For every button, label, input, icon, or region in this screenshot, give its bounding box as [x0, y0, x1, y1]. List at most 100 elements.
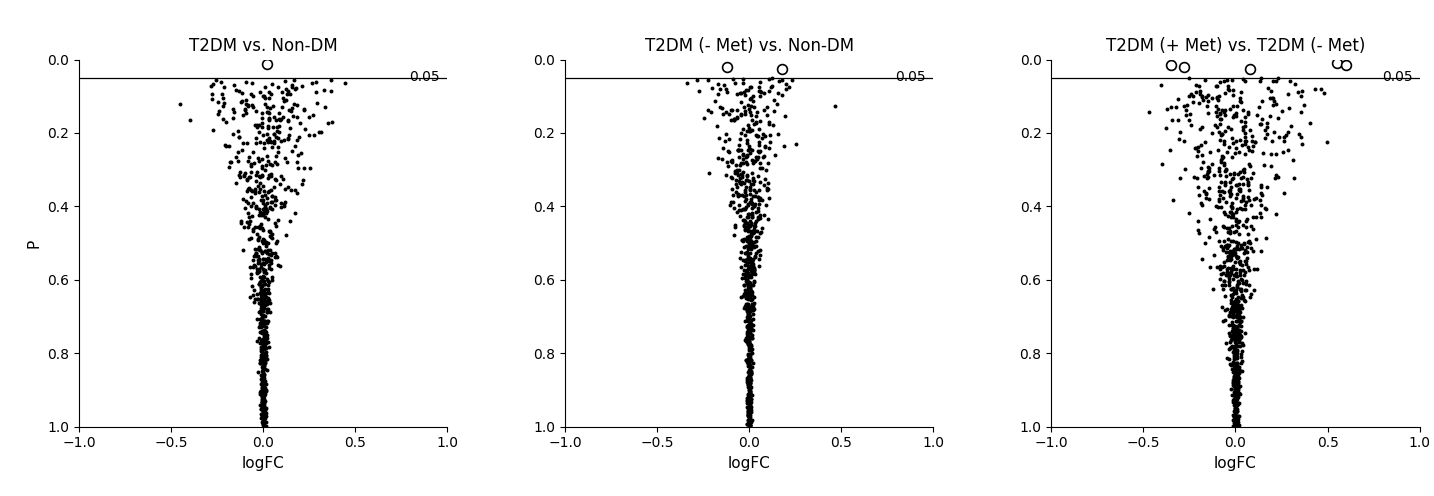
Point [250, 211, 272, 219]
Point [763, 96, 786, 104]
Point [737, 377, 760, 385]
Point [753, 89, 776, 97]
Point [734, 131, 757, 139]
Point [255, 275, 278, 283]
Point [251, 205, 274, 213]
Point [737, 256, 760, 264]
Point [747, 172, 770, 180]
Point [251, 294, 274, 302]
Point [1230, 301, 1253, 309]
Point [255, 298, 278, 306]
Point [675, 79, 698, 87]
Point [254, 342, 277, 350]
Point [1226, 415, 1249, 423]
Point [739, 235, 761, 243]
Point [1184, 144, 1207, 152]
Title: T2DM vs. Non-DM: T2DM vs. Non-DM [189, 37, 337, 55]
Point [695, 106, 718, 114]
Point [251, 312, 274, 320]
Point [231, 146, 254, 154]
Point [740, 349, 763, 357]
Point [740, 94, 763, 102]
Point [1232, 106, 1255, 114]
Point [747, 87, 770, 95]
Point [739, 422, 761, 430]
Point [737, 262, 760, 270]
Point [250, 336, 272, 344]
Point [255, 339, 278, 347]
Point [733, 221, 756, 229]
Point [252, 362, 275, 370]
Point [743, 270, 766, 278]
Point [1207, 167, 1230, 175]
Point [251, 357, 274, 365]
Point [245, 268, 268, 276]
Point [1228, 329, 1250, 337]
Point [737, 86, 760, 94]
Point [1192, 96, 1215, 104]
Point [250, 389, 272, 397]
Point [252, 334, 275, 342]
Point [252, 378, 275, 386]
Point [252, 364, 275, 372]
Point [250, 387, 272, 395]
Point [1228, 304, 1250, 312]
Point [1325, 59, 1348, 67]
Point [727, 146, 750, 154]
Point [739, 243, 761, 250]
Point [1205, 202, 1228, 210]
Point [733, 249, 756, 257]
Point [245, 290, 268, 298]
Point [252, 349, 275, 357]
Point [1230, 276, 1253, 284]
Point [724, 79, 747, 87]
Point [737, 353, 760, 361]
Point [251, 339, 274, 347]
Point [737, 301, 760, 309]
Point [252, 405, 275, 413]
Point [258, 278, 281, 286]
Point [301, 79, 324, 87]
Point [281, 112, 304, 120]
Point [714, 108, 737, 116]
Point [1229, 367, 1252, 375]
Point [1225, 408, 1248, 416]
Point [1226, 307, 1249, 315]
Point [736, 397, 759, 405]
Point [740, 228, 763, 236]
Point [261, 205, 284, 213]
Point [1215, 148, 1238, 156]
Point [261, 143, 284, 151]
Point [726, 107, 749, 115]
Point [1220, 133, 1243, 141]
Point [747, 124, 770, 132]
Point [254, 280, 277, 288]
Point [743, 222, 766, 230]
Point [1213, 161, 1236, 169]
Point [767, 76, 790, 84]
Point [1271, 107, 1293, 115]
Point [1190, 255, 1213, 263]
Point [1222, 359, 1245, 367]
Point [740, 287, 763, 295]
Point [1179, 110, 1202, 118]
Point [1195, 189, 1217, 197]
Point [1203, 121, 1226, 129]
Point [1186, 183, 1209, 191]
Point [1220, 175, 1243, 183]
Point [771, 142, 794, 150]
Point [740, 369, 763, 377]
Point [728, 179, 751, 187]
Point [245, 107, 268, 115]
Point [711, 144, 734, 152]
Point [737, 350, 760, 358]
Point [250, 339, 272, 347]
Point [257, 295, 280, 303]
Point [1222, 310, 1245, 318]
Point [257, 256, 280, 264]
Point [739, 379, 761, 387]
Point [1253, 161, 1276, 169]
Point [724, 221, 747, 229]
Point [250, 296, 272, 304]
Point [757, 215, 780, 223]
